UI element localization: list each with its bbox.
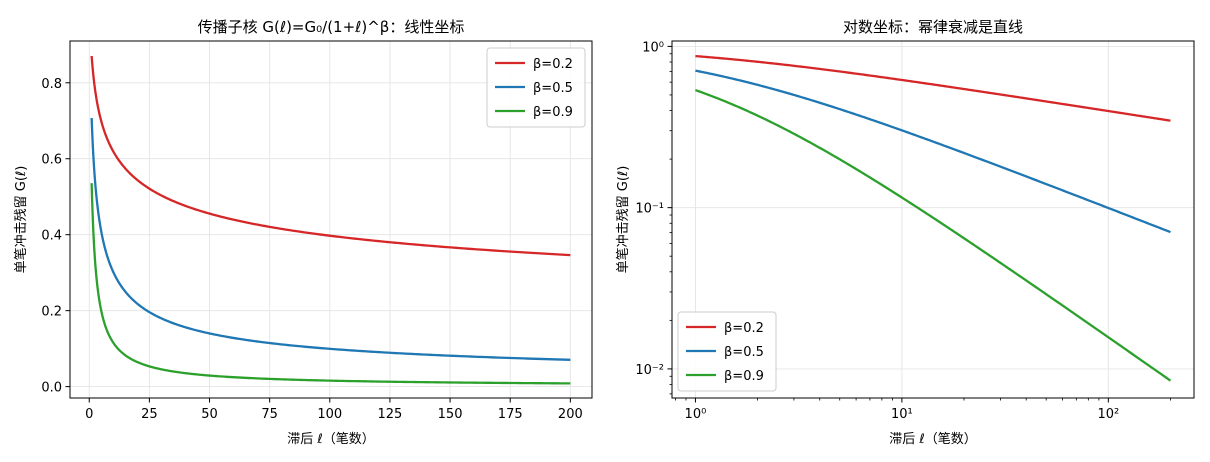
legend-label-3: β=0.9	[533, 105, 573, 120]
series-line-3	[90, 182, 571, 385]
x-axis-label: 滞后 ℓ（笔数）	[287, 431, 375, 447]
y-tick-label: 10⁰	[642, 40, 664, 55]
y-tick-label: 0.2	[41, 305, 62, 320]
x-axis-label: 滞后 ℓ（笔数）	[889, 431, 977, 447]
x-tick-label: 10⁰	[685, 407, 707, 422]
chart-title: 对数坐标：幂律衰减是直线	[843, 18, 1023, 36]
x-tick-label: 75	[261, 407, 278, 422]
y-tick-label: 0.0	[41, 381, 62, 396]
plot-frame	[69, 40, 593, 399]
legend-label-1: β=0.2	[533, 57, 573, 72]
series-line-2	[90, 116, 571, 361]
x-tick-label: 10²	[1097, 407, 1119, 422]
x-tick-label: 50	[201, 407, 218, 422]
y-axis-label: 单笔冲击残留 G(ℓ)	[615, 166, 631, 274]
legend-box	[486, 47, 586, 128]
x-tick-label: 175	[498, 407, 523, 422]
series-line-3	[695, 88, 1172, 382]
plot-frame	[671, 40, 1195, 399]
legend-label-1: β=0.2	[724, 321, 764, 336]
series-line-1	[90, 54, 571, 257]
panel-1: 0 25 50 75 100 125 150 175 200 0.0 0.2 0.4 0.6 0.8 传播子…	[13, 18, 593, 447]
y-tick-label: 0.8	[41, 77, 62, 92]
legend: β=0.2 β=0.5 β=0.9	[677, 311, 777, 392]
x-tick-label: 200	[558, 407, 583, 422]
y-tick-label: 10⁻²	[635, 363, 664, 378]
series-line-2	[695, 69, 1171, 234]
x-tick-label: 100	[317, 407, 342, 422]
chart-title: 传播子核 G(ℓ)=G₀/(1+ℓ)^β：线性坐标	[198, 18, 465, 36]
x-tick-label: 25	[141, 407, 158, 422]
y-tick-label: 0.6	[41, 153, 62, 168]
y-tick-label: 10⁻¹	[635, 202, 664, 217]
x-tick-label: 0	[85, 407, 93, 422]
y-tick-label: 0.4	[41, 229, 62, 244]
x-tick-label: 150	[438, 407, 463, 422]
legend-label-3: β=0.9	[724, 369, 764, 384]
legend-label-2: β=0.5	[533, 81, 573, 96]
x-tick-label: 10¹	[891, 407, 913, 422]
legend-label-2: β=0.5	[724, 345, 764, 360]
series-line-1	[695, 54, 1171, 122]
legend: β=0.2 β=0.5 β=0.9	[486, 47, 586, 128]
x-tick-label: 125	[378, 407, 403, 422]
y-axis-label: 单笔冲击残留 G(ℓ)	[13, 166, 29, 274]
legend-box	[677, 311, 777, 392]
